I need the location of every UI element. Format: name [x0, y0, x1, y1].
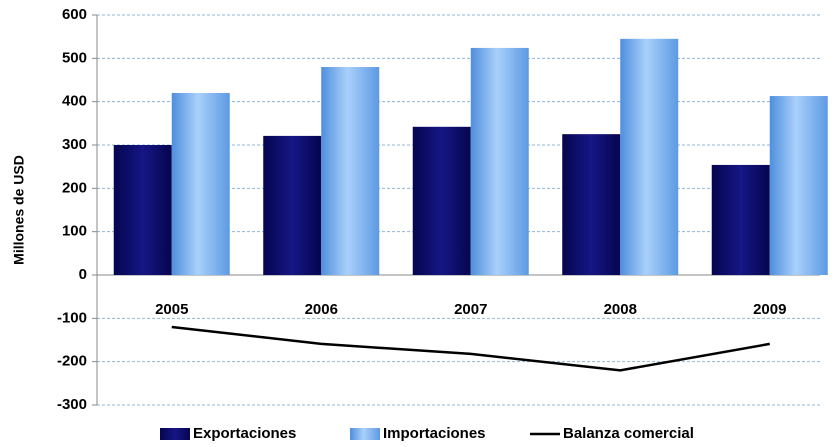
bar — [321, 67, 380, 275]
x-tick-label: 2005 — [155, 301, 188, 318]
bar — [769, 96, 828, 276]
y-tick-label: -100 — [57, 309, 87, 326]
bar — [412, 126, 471, 275]
x-tick-label: 2006 — [305, 301, 338, 318]
legend-label: Importaciones — [383, 425, 486, 442]
y-tick-label: 200 — [62, 179, 87, 196]
x-tick-label: 2008 — [604, 301, 637, 318]
legend-label: Balanza comercial — [563, 425, 694, 442]
bar — [620, 38, 679, 276]
legend-label: Exportaciones — [193, 425, 296, 442]
y-tick-label: 400 — [62, 93, 87, 110]
y-tick-label: 300 — [62, 136, 87, 153]
y-tick-label: 0 — [79, 266, 87, 283]
bar — [711, 164, 770, 275]
y-tick-label: 600 — [62, 6, 87, 23]
y-tick-label: -200 — [57, 353, 87, 370]
legend-key — [160, 428, 190, 440]
y-tick-label: 100 — [62, 223, 87, 240]
bar — [263, 135, 322, 275]
line-series — [171, 325, 770, 372]
bar — [562, 134, 621, 275]
y-tick-label: 500 — [62, 49, 87, 66]
bar — [113, 145, 172, 275]
bar — [171, 93, 230, 275]
y-tick-label: -300 — [57, 396, 87, 413]
y-axis-label: Millones de USD — [11, 155, 27, 265]
legend-key — [350, 428, 380, 440]
bar — [470, 47, 529, 275]
x-tick-label: 2007 — [454, 301, 487, 318]
x-tick-label: 2009 — [753, 301, 786, 318]
